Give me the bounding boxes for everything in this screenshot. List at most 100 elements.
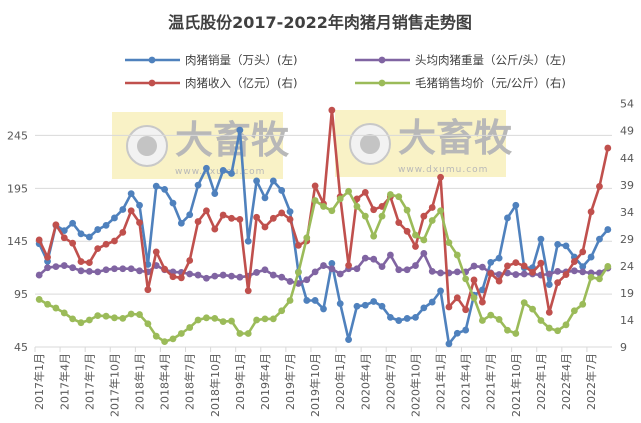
x-axis-tick-label: 2019年7月 (283, 353, 297, 410)
legend-marker-icon (148, 79, 156, 87)
right-axis-tick-label: 39 (620, 179, 634, 192)
legend-item: 毛猪销售均价（元/公斤）(右) (355, 76, 566, 90)
data-point (177, 274, 185, 282)
data-point (177, 219, 185, 227)
x-axis-tick-label: 2020年4月 (358, 353, 372, 410)
data-point (420, 212, 428, 220)
data-point (102, 221, 110, 229)
data-point (211, 314, 219, 322)
data-point (144, 320, 152, 328)
data-point (303, 297, 311, 304)
data-point (395, 266, 403, 274)
data-point (85, 267, 93, 275)
data-point (512, 271, 520, 278)
data-point (269, 214, 277, 222)
data-point (94, 312, 102, 320)
data-point (52, 221, 60, 229)
data-point (487, 311, 495, 319)
data-point (127, 265, 135, 273)
data-point (596, 183, 603, 190)
data-point (52, 304, 60, 312)
data-point (403, 266, 411, 274)
data-point (487, 258, 495, 266)
data-point (186, 257, 194, 264)
data-point (395, 317, 403, 324)
data-point (562, 242, 570, 250)
data-point (311, 197, 319, 204)
data-point (102, 266, 110, 274)
data-point (403, 206, 411, 214)
data-point (604, 226, 612, 233)
data-point (295, 241, 302, 249)
data-point (478, 298, 486, 306)
data-point (278, 209, 286, 217)
data-point (596, 235, 603, 243)
data-point (194, 271, 202, 279)
data-point (378, 212, 386, 220)
data-point (311, 297, 319, 304)
data-point (52, 263, 60, 271)
data-point (136, 311, 143, 318)
data-point (77, 267, 85, 275)
right-axis-tick-label: 14 (620, 314, 634, 327)
data-point (328, 207, 336, 215)
data-point (512, 201, 520, 209)
data-point (470, 262, 478, 270)
data-point (370, 232, 378, 240)
data-point (437, 173, 444, 181)
right-axis-tick-label: 34 (620, 206, 634, 219)
data-point (253, 316, 261, 324)
data-point (127, 190, 135, 198)
data-point (295, 268, 302, 276)
data-point (219, 166, 227, 174)
data-point (420, 249, 428, 257)
data-point (504, 262, 511, 270)
right-axis-tick-label: 29 (620, 233, 634, 246)
data-point (311, 268, 319, 276)
data-point (378, 302, 386, 310)
data-point (228, 214, 235, 222)
data-point (537, 259, 545, 267)
data-point (236, 126, 244, 134)
x-axis-tick-label: 2018年10月 (208, 353, 222, 417)
data-point (236, 273, 244, 281)
data-point (604, 144, 612, 152)
eye-pupil-icon (360, 134, 380, 154)
data-point (579, 248, 587, 256)
x-axis-tick-label: 2017年1月 (32, 353, 46, 410)
data-point (562, 271, 570, 278)
legend-marker-icon (148, 56, 156, 64)
right-axis-tick-label: 44 (620, 152, 634, 165)
x-axis-tick-label: 2017年10月 (107, 353, 121, 417)
data-point (579, 300, 587, 308)
data-point (504, 214, 511, 222)
data-point (412, 313, 419, 321)
x-axis-tick-label: 2021年10月 (509, 353, 523, 417)
watermark-logo: 大畜牧 www.dxumu.com (335, 110, 513, 177)
data-point (303, 276, 311, 284)
data-point (261, 194, 269, 202)
data-point (203, 207, 210, 215)
data-point (228, 170, 235, 177)
data-point (353, 195, 361, 203)
data-point (278, 273, 286, 281)
x-axis-tick-label: 2022年4月 (559, 353, 573, 410)
data-point (428, 298, 436, 306)
watermark-logo: 大畜牧 www.dxumu.com (112, 112, 290, 179)
chart-title: 温氏股份2017-2022年肉猪月销售走势图 (167, 13, 472, 32)
data-point (587, 273, 595, 281)
data-point (403, 227, 411, 235)
data-point (194, 218, 202, 225)
data-point (161, 185, 169, 193)
data-point (478, 317, 486, 324)
data-point (69, 239, 77, 247)
x-axis-tick-label: 2019年1月 (233, 353, 247, 410)
legend-item: 肉猪收入（亿元）(右) (125, 76, 297, 90)
data-point (420, 236, 428, 244)
left-axis-tick-label: 95 (14, 288, 28, 301)
data-point (119, 228, 127, 236)
data-point (412, 243, 419, 250)
x-axis-tick-label: 2022年7月 (584, 353, 598, 410)
data-point (253, 177, 261, 185)
